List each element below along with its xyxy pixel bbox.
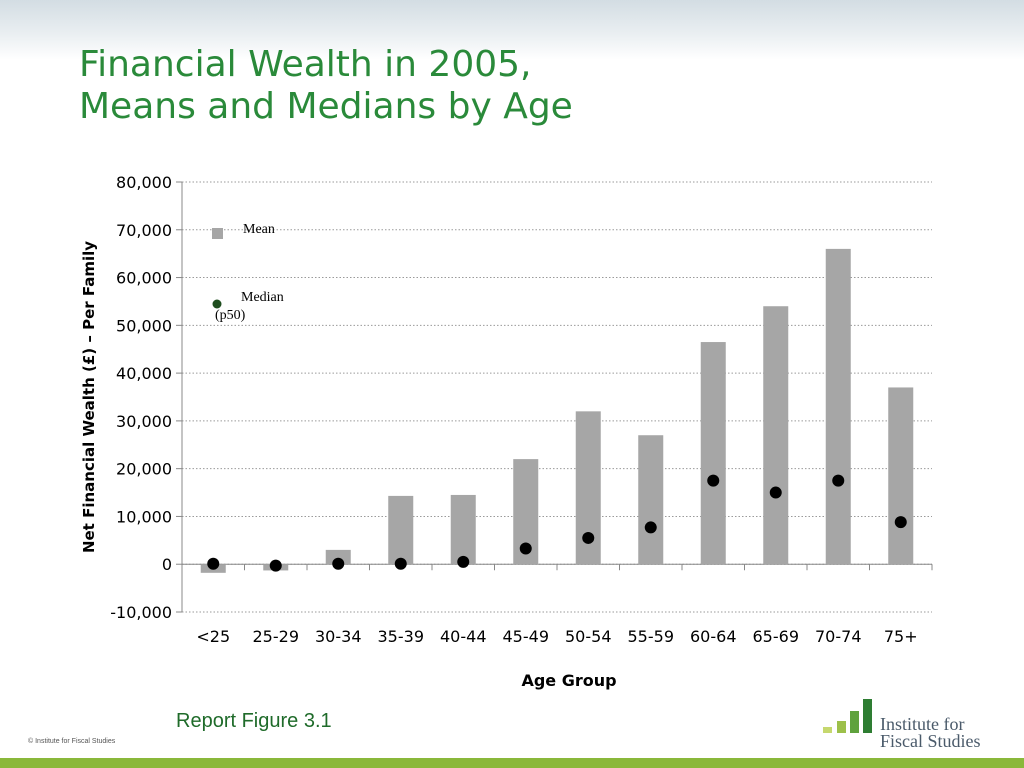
y-tick-label: 70,000 (116, 221, 172, 240)
mean-bar (700, 342, 726, 565)
x-tick-label: 50-54 (565, 627, 612, 646)
median-marker (394, 557, 407, 570)
x-tick-label: 25-29 (253, 627, 300, 646)
median-markers (207, 474, 907, 572)
legend-median-label: Median (241, 290, 284, 305)
median-marker (769, 486, 782, 499)
ifs-logo-bars-icon (822, 697, 874, 733)
logo-text-line-2: Fiscal Studies (880, 731, 981, 751)
x-tick-label: 75+ (884, 627, 918, 646)
median-marker (644, 521, 657, 534)
x-tick-label: 60-64 (690, 627, 737, 646)
logo-bar (850, 711, 859, 733)
y-tick-label: -10,000 (110, 603, 172, 622)
logo-bar (837, 721, 846, 733)
mean-bar (763, 306, 789, 565)
legend: Mean Median (p50) (212, 222, 284, 323)
y-tick-label: 30,000 (116, 412, 172, 431)
logo-text-line-1: Institute for (880, 714, 965, 734)
y-tick-label: 20,000 (116, 460, 172, 479)
gridlines (182, 181, 932, 613)
x-axis-title: Age Group (521, 671, 616, 690)
median-marker (269, 559, 282, 572)
mean-bars (200, 248, 914, 573)
footer-color-band (0, 758, 1024, 768)
logo-bar (863, 699, 872, 733)
axes (176, 181, 933, 613)
y-tick-label: 0 (162, 555, 172, 574)
y-tick-label: 50,000 (116, 316, 172, 335)
ifs-logo-text: Institute for Fiscal Studies (880, 714, 981, 751)
legend-mean-swatch (212, 228, 223, 239)
x-tick-label: <25 (196, 627, 230, 646)
ifs-logo: Institute for Fiscal Studies (822, 697, 998, 753)
legend-median-marker (212, 299, 222, 309)
y-tick-label: 60,000 (116, 269, 172, 288)
copyright-notice: © Institute for Fiscal Studies (28, 738, 116, 745)
x-tick-label: 65-69 (753, 627, 800, 646)
median-marker (519, 542, 532, 555)
y-tick-label: 40,000 (116, 364, 172, 383)
slide-title-line-2: Means and Medians by Age (79, 86, 573, 127)
median-marker (707, 474, 720, 487)
slide-title: Financial Wealth in 2005, Means and Medi… (79, 44, 573, 128)
figure-reference: Report Figure 3.1 (176, 710, 332, 732)
mean-bar (388, 495, 414, 565)
y-tick-label: 80,000 (116, 173, 172, 192)
x-tick-label: 70-74 (815, 627, 862, 646)
x-tick-label: 35-39 (378, 627, 425, 646)
median-marker (832, 474, 845, 487)
x-tick-label: 30-34 (315, 627, 362, 646)
mean-bar (450, 494, 476, 565)
x-tick-label: 45-49 (503, 627, 550, 646)
x-tick-label: 55-59 (628, 627, 675, 646)
median-marker (332, 557, 345, 570)
legend-median-label-2: (p50) (215, 308, 246, 323)
mean-bar (888, 387, 914, 565)
median-marker (582, 531, 595, 544)
median-marker (457, 555, 470, 568)
wealth-by-age-chart: -10,000 0 10,000 20,000 30,000 40,000 50,000 60… (80, 173, 933, 690)
median-marker (894, 516, 907, 529)
mean-bar (825, 248, 851, 565)
legend-mean-label: Mean (243, 222, 275, 237)
y-axis-title: Net Financial Wealth (£) – Per Family (80, 241, 98, 553)
header-gradient-band (0, 0, 1024, 60)
mean-bar (325, 549, 351, 565)
tick-labels: -10,000 0 10,000 20,000 30,000 40,000 50,000 60… (110, 173, 917, 646)
mean-bar (638, 435, 664, 565)
median-marker (207, 557, 220, 570)
y-tick-label: 10,000 (116, 507, 172, 526)
logo-bar (823, 727, 832, 733)
slide-title-line-1: Financial Wealth in 2005, (79, 44, 532, 85)
x-tick-label: 40-44 (440, 627, 487, 646)
